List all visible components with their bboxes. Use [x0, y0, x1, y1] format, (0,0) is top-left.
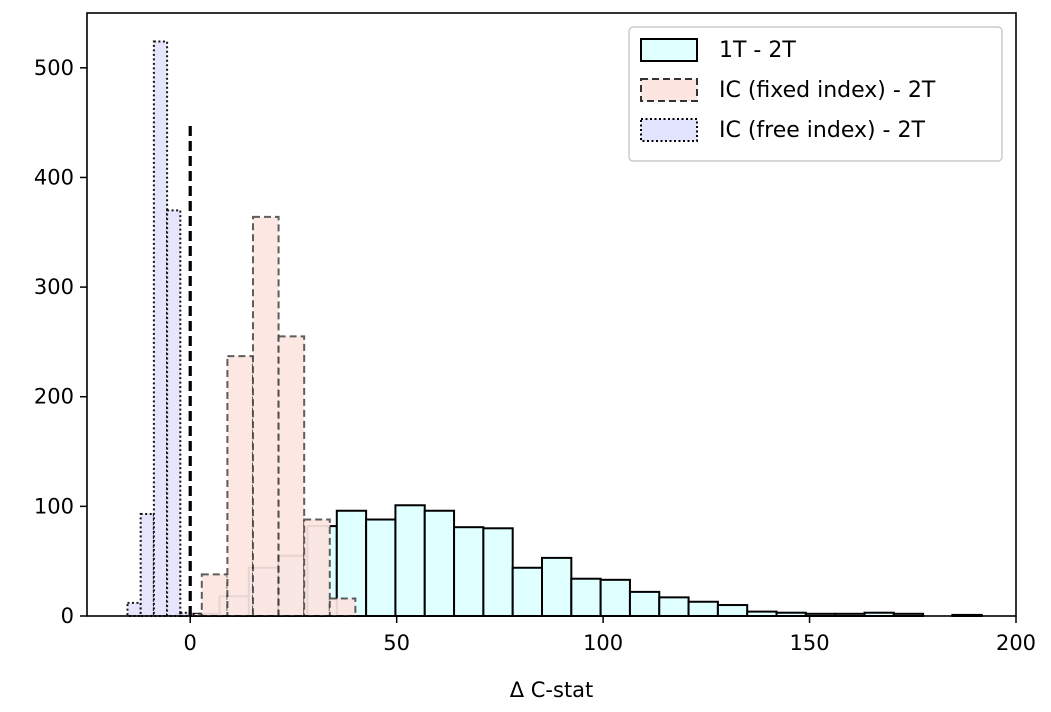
x-tick-label-0: 0 — [184, 631, 197, 655]
bar-series-1-3 — [251, 215, 280, 617]
y-tick-label-4: 400 — [34, 165, 74, 189]
y-tick-label-1: 100 — [34, 494, 74, 518]
bar-series-0-10 — [482, 527, 514, 617]
bar-series-0-18 — [716, 604, 749, 618]
y-tick-label-5: 500 — [34, 56, 74, 80]
bar-series-1-1 — [200, 573, 229, 618]
x-tick-label-2: 100 — [583, 631, 623, 655]
x-tick-label-1: 50 — [383, 631, 410, 655]
bar-series-2-0 — [126, 601, 142, 617]
bar-series-1-5 — [303, 518, 331, 618]
bar-series-0-14 — [599, 578, 631, 618]
legend-box — [628, 26, 1003, 162]
bar-series-0-9 — [453, 526, 485, 617]
bar-series-0-16 — [658, 596, 690, 617]
bar-series-0-7 — [394, 504, 426, 617]
bar-series-1-6 — [328, 597, 357, 618]
x-axis-label: Δ C-stat — [510, 678, 594, 702]
x-axis: 0 50 100 150 200 — [184, 616, 1036, 655]
legend-label-1: IC (fixed index) - 2T — [719, 78, 936, 103]
series-2-bars — [126, 40, 195, 618]
y-tick-label-0: 0 — [61, 604, 74, 628]
bars-layer — [126, 40, 983, 618]
bar-series-2-1 — [139, 513, 155, 618]
bar-series-0-12 — [541, 556, 573, 617]
series-1-bars — [175, 215, 357, 618]
legend-label-0: 1T - 2T — [719, 38, 796, 63]
bar-series-1-4 — [277, 335, 306, 617]
bar-series-2-2 — [152, 40, 169, 618]
bar-series-0-11 — [511, 566, 544, 618]
legend: 1T - 2T IC (fixed index) - 2T IC (free ind… — [628, 26, 1003, 162]
x-tick-label-3: 150 — [790, 631, 830, 655]
y-tick-label-2: 200 — [34, 385, 74, 409]
legend-swatch-1 — [640, 78, 698, 102]
legend-swatch-2 — [640, 118, 698, 142]
bar-series-0-6 — [365, 518, 397, 618]
bar-series-0-13 — [570, 577, 602, 617]
legend-label-2: IC (free index) - 2T — [719, 118, 925, 143]
legend-swatch-0 — [640, 38, 698, 62]
bar-series-1-2 — [226, 355, 254, 617]
bar-series-0-17 — [687, 600, 719, 617]
plot-frame — [86, 12, 1017, 617]
bar-series-0-8 — [423, 509, 456, 617]
bar-series-0-15 — [628, 590, 661, 618]
y-axis: 0 100 200 300 400 500 — [34, 56, 87, 628]
y-tick-label-3: 300 — [34, 275, 74, 299]
bar-series-2-3 — [166, 209, 182, 617]
x-tick-label-4: 200 — [996, 631, 1036, 655]
